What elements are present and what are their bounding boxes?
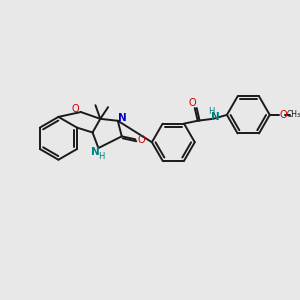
Text: H: H <box>98 152 104 161</box>
Text: O: O <box>188 98 196 108</box>
Text: O: O <box>71 104 79 114</box>
Text: N: N <box>118 113 127 123</box>
Text: CH₃: CH₃ <box>287 110 300 119</box>
Text: N: N <box>91 147 100 157</box>
Text: N: N <box>211 112 220 122</box>
Text: O: O <box>137 135 145 145</box>
Text: O: O <box>280 110 287 120</box>
Text: H: H <box>208 107 214 116</box>
